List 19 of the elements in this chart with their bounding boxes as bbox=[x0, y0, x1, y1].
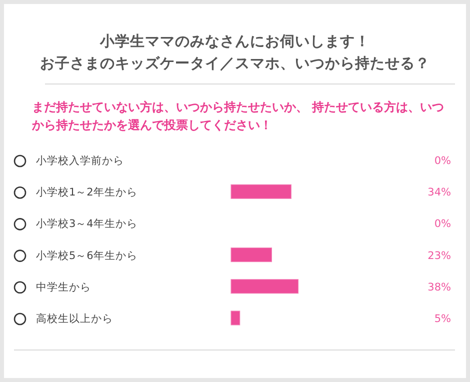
data-label: 0% bbox=[434, 155, 452, 167]
text: まだ持たせていない方は、いつから持たせたいか、 持たせている方は、いつから持たせたかを選んで投票してください！ bbox=[32, 99, 446, 134]
data-label: 34% bbox=[428, 186, 452, 199]
y-tick-label: 中学生から bbox=[36, 280, 91, 294]
bar bbox=[230, 310, 240, 326]
data-label: 5% bbox=[434, 313, 452, 325]
data-label: 23% bbox=[428, 250, 452, 262]
data-label: 38% bbox=[428, 281, 452, 294]
bar bbox=[230, 184, 292, 199]
chart-subtitle: お子さまのキッズケータイ／スマホ、いつから持たせる？ bbox=[39, 54, 431, 74]
chart-title: 小学生ママのみなさんにお伺いします！ bbox=[98, 32, 371, 52]
y-tick-label: 小学校1～2年生から bbox=[36, 186, 138, 199]
y-tick-label: 小学校入学前から bbox=[36, 154, 124, 167]
y-tick-label: 小学校5～6年生から bbox=[36, 248, 138, 262]
data-label: 0% bbox=[434, 218, 452, 230]
y-tick-label: 小学校3～4年生から bbox=[36, 217, 138, 230]
bar bbox=[230, 279, 299, 294]
bar bbox=[230, 248, 272, 262]
y-tick-label: 高校生以上から bbox=[36, 312, 113, 325]
